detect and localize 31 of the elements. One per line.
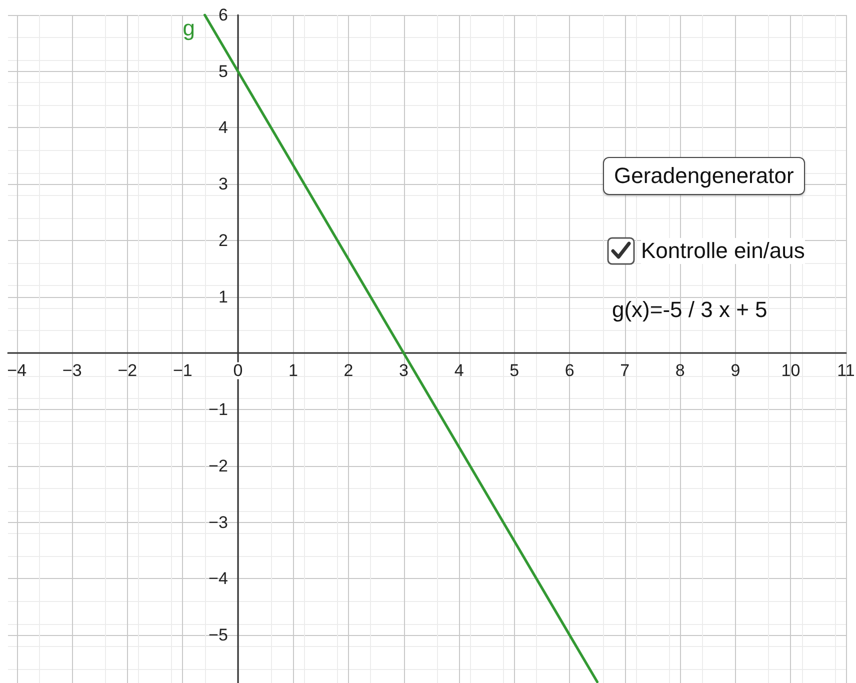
y-tick-label: 3: [218, 174, 228, 194]
x-tick-label: 2: [344, 361, 354, 380]
x-tick-label: 8: [675, 361, 685, 380]
x-tick-label: 3: [399, 361, 409, 380]
x-tick-label: 4: [454, 361, 464, 380]
y-tick-label: −2: [208, 456, 228, 476]
x-tick-label: 5: [510, 361, 520, 380]
y-tick-label: 4: [218, 118, 228, 138]
x-tick-label: −2: [118, 361, 138, 380]
x-tick-label: 11: [837, 361, 855, 380]
x-tick-label: 9: [730, 361, 740, 380]
button: Geradengenerator: [603, 157, 805, 195]
y-tick-label: −1: [208, 400, 228, 420]
x-tick-label: −3: [62, 361, 82, 380]
y-tick-label: 1: [218, 287, 228, 306]
y-tick-label: −4: [208, 569, 228, 588]
x-tick-label: 6: [564, 361, 574, 380]
series-label: g: [182, 16, 196, 40]
x-tick-label: 10: [781, 361, 800, 380]
annotation: g(x)=-5 / 3 x + 5: [612, 297, 768, 323]
x-tick-label: 0: [233, 361, 243, 380]
x-tick-label: −4: [7, 361, 27, 380]
x-tick-label: −1: [172, 361, 192, 380]
y-tick-label: 6: [218, 6, 228, 24]
y-tick-label: 2: [218, 230, 228, 250]
x-tick-label: 1: [288, 361, 298, 380]
y-tick-label: −5: [208, 626, 228, 645]
x-tick-label: 7: [620, 361, 630, 380]
y-tick-label: 5: [218, 62, 228, 81]
y-tick-label: −3: [208, 512, 228, 532]
annotation: Kontrolle ein/aus: [641, 238, 805, 264]
